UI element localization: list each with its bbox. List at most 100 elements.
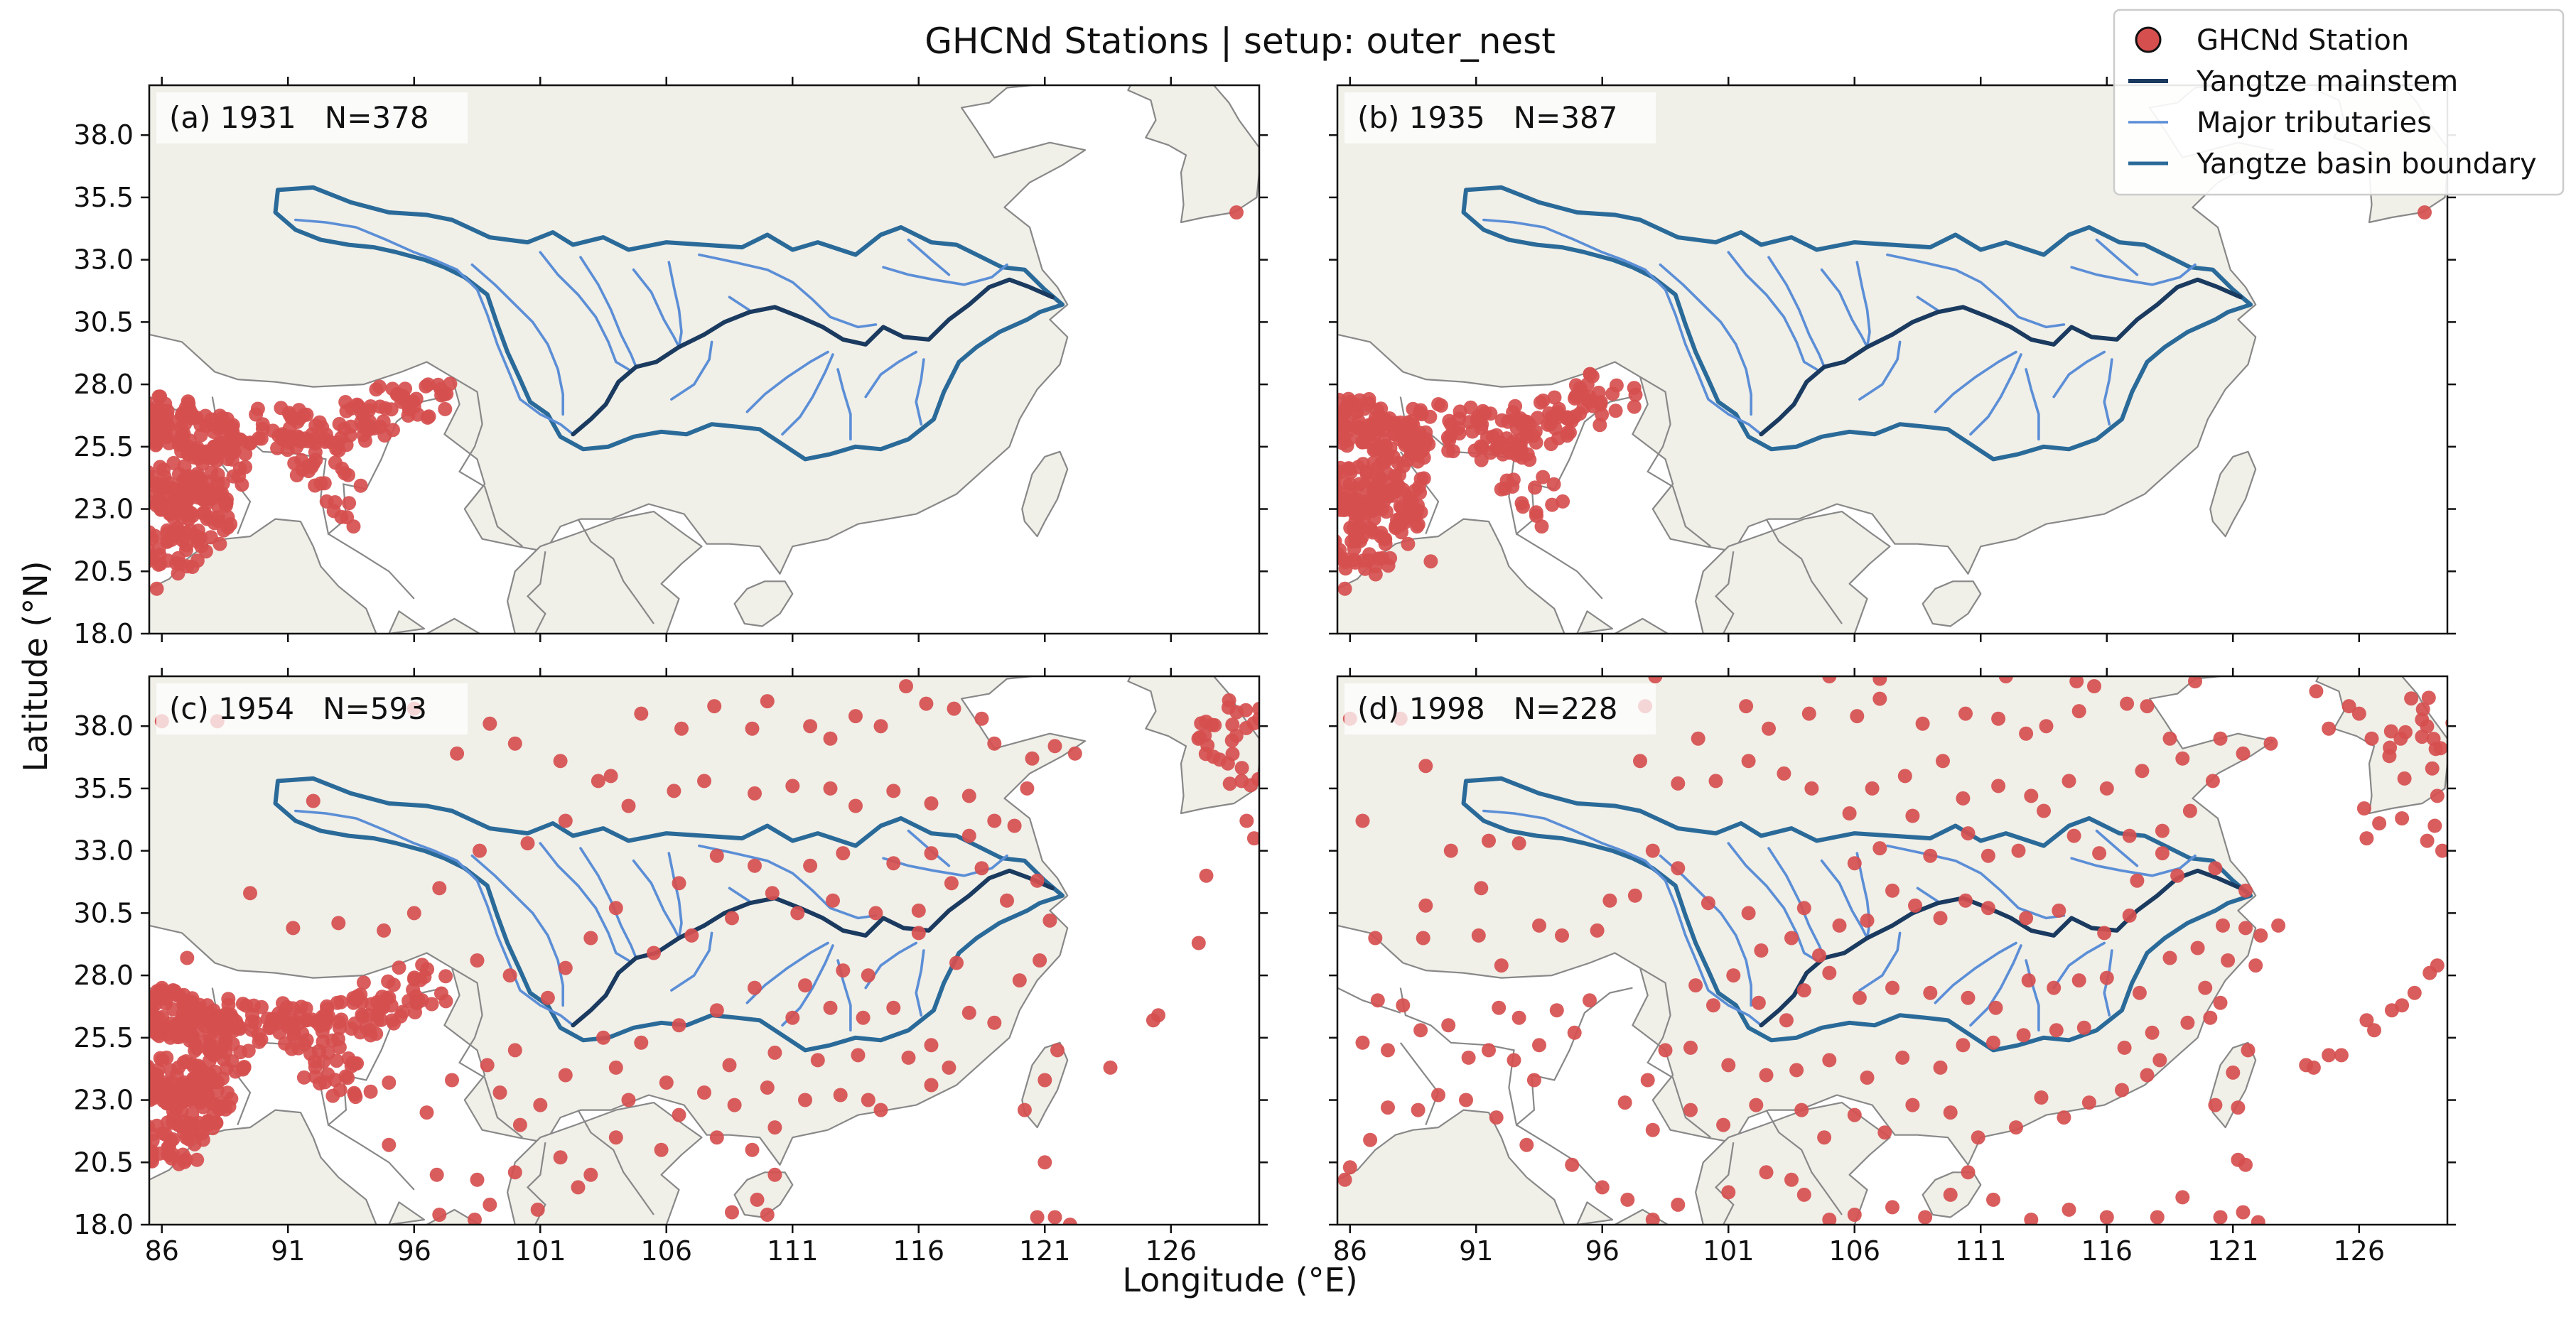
- yangtze-mainstem: [571, 277, 1055, 437]
- ghcnd-station: [1847, 1107, 1862, 1122]
- ghcnd-station: [473, 843, 487, 858]
- y-axis-title: Latitude (°N): [16, 560, 55, 771]
- ghcnd-station: [417, 970, 432, 985]
- ghcnd-station: [384, 402, 399, 417]
- ghcnd-station: [220, 440, 235, 455]
- ghcnd-station: [1741, 906, 1756, 921]
- yangtze-basin-boundary: [273, 185, 1065, 462]
- ghcnd-station: [353, 478, 368, 493]
- ghcnd-station: [2049, 1023, 2064, 1038]
- map-panel-c: 86 91 96 101 106 111 116 121 126 18.0 20.5 23.0 25.5…: [73, 668, 1268, 1267]
- ghcnd-station: [2180, 1015, 2195, 1030]
- ghcnd-station: [748, 786, 762, 801]
- panel-frame: [148, 84, 1261, 635]
- ghcnd-station: [2372, 816, 2387, 830]
- ghcnd-station: [398, 381, 413, 396]
- ghcnd-station: [851, 1048, 866, 1063]
- major-tributary: [1855, 852, 1871, 940]
- major-tributary: [2103, 358, 2113, 426]
- ghcnd-station: [785, 779, 800, 793]
- ghcnd-station: [1445, 444, 1460, 459]
- ghcnd-station: [1546, 477, 1561, 492]
- ghcnd-station: [672, 1107, 686, 1122]
- ghcnd-station: [2152, 1053, 2167, 1068]
- major-tributary: [1969, 353, 2022, 436]
- ghcnd-station: [1370, 993, 1385, 1008]
- ghcnd-station: [1206, 749, 1221, 764]
- legend-label: Yangtze basin boundary: [2196, 148, 2537, 180]
- ghcnd-station: [2420, 833, 2435, 848]
- ghcnd-station: [1560, 426, 1575, 440]
- major-tributary: [1659, 263, 1752, 416]
- ghcnd-station: [2383, 724, 2398, 739]
- land-region: [733, 580, 794, 627]
- major-tributary: [2095, 829, 2139, 867]
- ghcnd-station: [268, 1012, 283, 1027]
- ghcnd-station: [200, 1115, 215, 1129]
- ghcnd-station: [745, 721, 760, 736]
- ghcnd-station: [1822, 1053, 1837, 1068]
- major-tributary: [470, 263, 565, 416]
- land-region: [1021, 450, 1069, 538]
- ghcnd-station: [2398, 725, 2413, 739]
- land-region: [388, 610, 426, 634]
- ghcnd-station: [2135, 764, 2150, 779]
- ghcnd-station: [2231, 1100, 2246, 1115]
- ghcnd-station: [1971, 1130, 1985, 1145]
- ghcnd-station: [1355, 813, 1370, 828]
- ghcnd-station: [911, 903, 926, 918]
- ghcnd-station: [1804, 781, 1819, 796]
- ghcnd-station: [1459, 1093, 1473, 1107]
- ghcnd-station: [1368, 931, 1383, 946]
- ghcnd-station: [243, 886, 257, 901]
- ghcnd-station: [848, 709, 863, 724]
- ghcnd-station: [160, 408, 175, 423]
- ghcnd-station: [1381, 1043, 1395, 1058]
- ghcnd-station: [2175, 751, 2190, 766]
- ghcnd-station: [178, 1120, 193, 1134]
- ghcnd-station: [1379, 504, 1394, 519]
- ghcnd-station: [2341, 699, 2356, 714]
- ghcnd-station: [2019, 726, 2034, 741]
- ghcnd-station: [911, 926, 926, 941]
- ghcnd-station: [1847, 1208, 1862, 1222]
- ghcnd-station: [131, 402, 146, 416]
- major-tributary: [698, 253, 878, 329]
- ghcnd-station: [1339, 552, 1353, 567]
- ghcnd-station: [1377, 453, 1392, 468]
- map-panel-d: 86 91 96 101 106 111 116 121 126 (d) 1998 N=228: [1329, 668, 2456, 1267]
- ghcnd-station: [1986, 1192, 2000, 1207]
- major-tributary: [1969, 944, 2022, 1027]
- ghcnd-station: [1583, 993, 1597, 1008]
- ghcnd-station: [1405, 495, 1420, 510]
- major-tributary: [2025, 959, 2040, 1032]
- ghcnd-station: [823, 781, 838, 796]
- ghcnd-station: [333, 995, 348, 1009]
- ghcnd-station: [180, 1093, 195, 1108]
- x-axis-title: Longitude (°E): [1122, 1261, 1357, 1299]
- ghcnd-station: [1628, 387, 1643, 402]
- ghcnd-station: [2188, 676, 2202, 688]
- ghcnd-station: [2271, 918, 2286, 933]
- ghcnd-station: [1683, 1102, 1698, 1117]
- country-border: [1399, 1042, 1440, 1125]
- ghcnd-station: [361, 1008, 376, 1023]
- ghcnd-station: [1961, 990, 1976, 1005]
- ghcnd-station: [667, 784, 681, 798]
- ghcnd-station: [492, 1085, 507, 1100]
- ghcnd-station: [1413, 1023, 1428, 1038]
- ghcnd-station: [727, 1098, 742, 1112]
- ghcnd-station: [540, 990, 555, 1005]
- ghcnd-station: [1239, 813, 1254, 828]
- ghcnd-station: [2140, 1068, 2155, 1083]
- ghcnd-station: [1038, 1155, 1052, 1170]
- ghcnd-station: [392, 960, 406, 975]
- ghcnd-station: [2426, 732, 2441, 747]
- ghcnd-station: [2238, 921, 2253, 936]
- ghcnd-station: [149, 529, 163, 543]
- ghcnd-station: [286, 1021, 301, 1036]
- ghcnd-station: [2404, 691, 2419, 706]
- land-region: [426, 617, 481, 634]
- ghcnd-station: [1337, 409, 1339, 417]
